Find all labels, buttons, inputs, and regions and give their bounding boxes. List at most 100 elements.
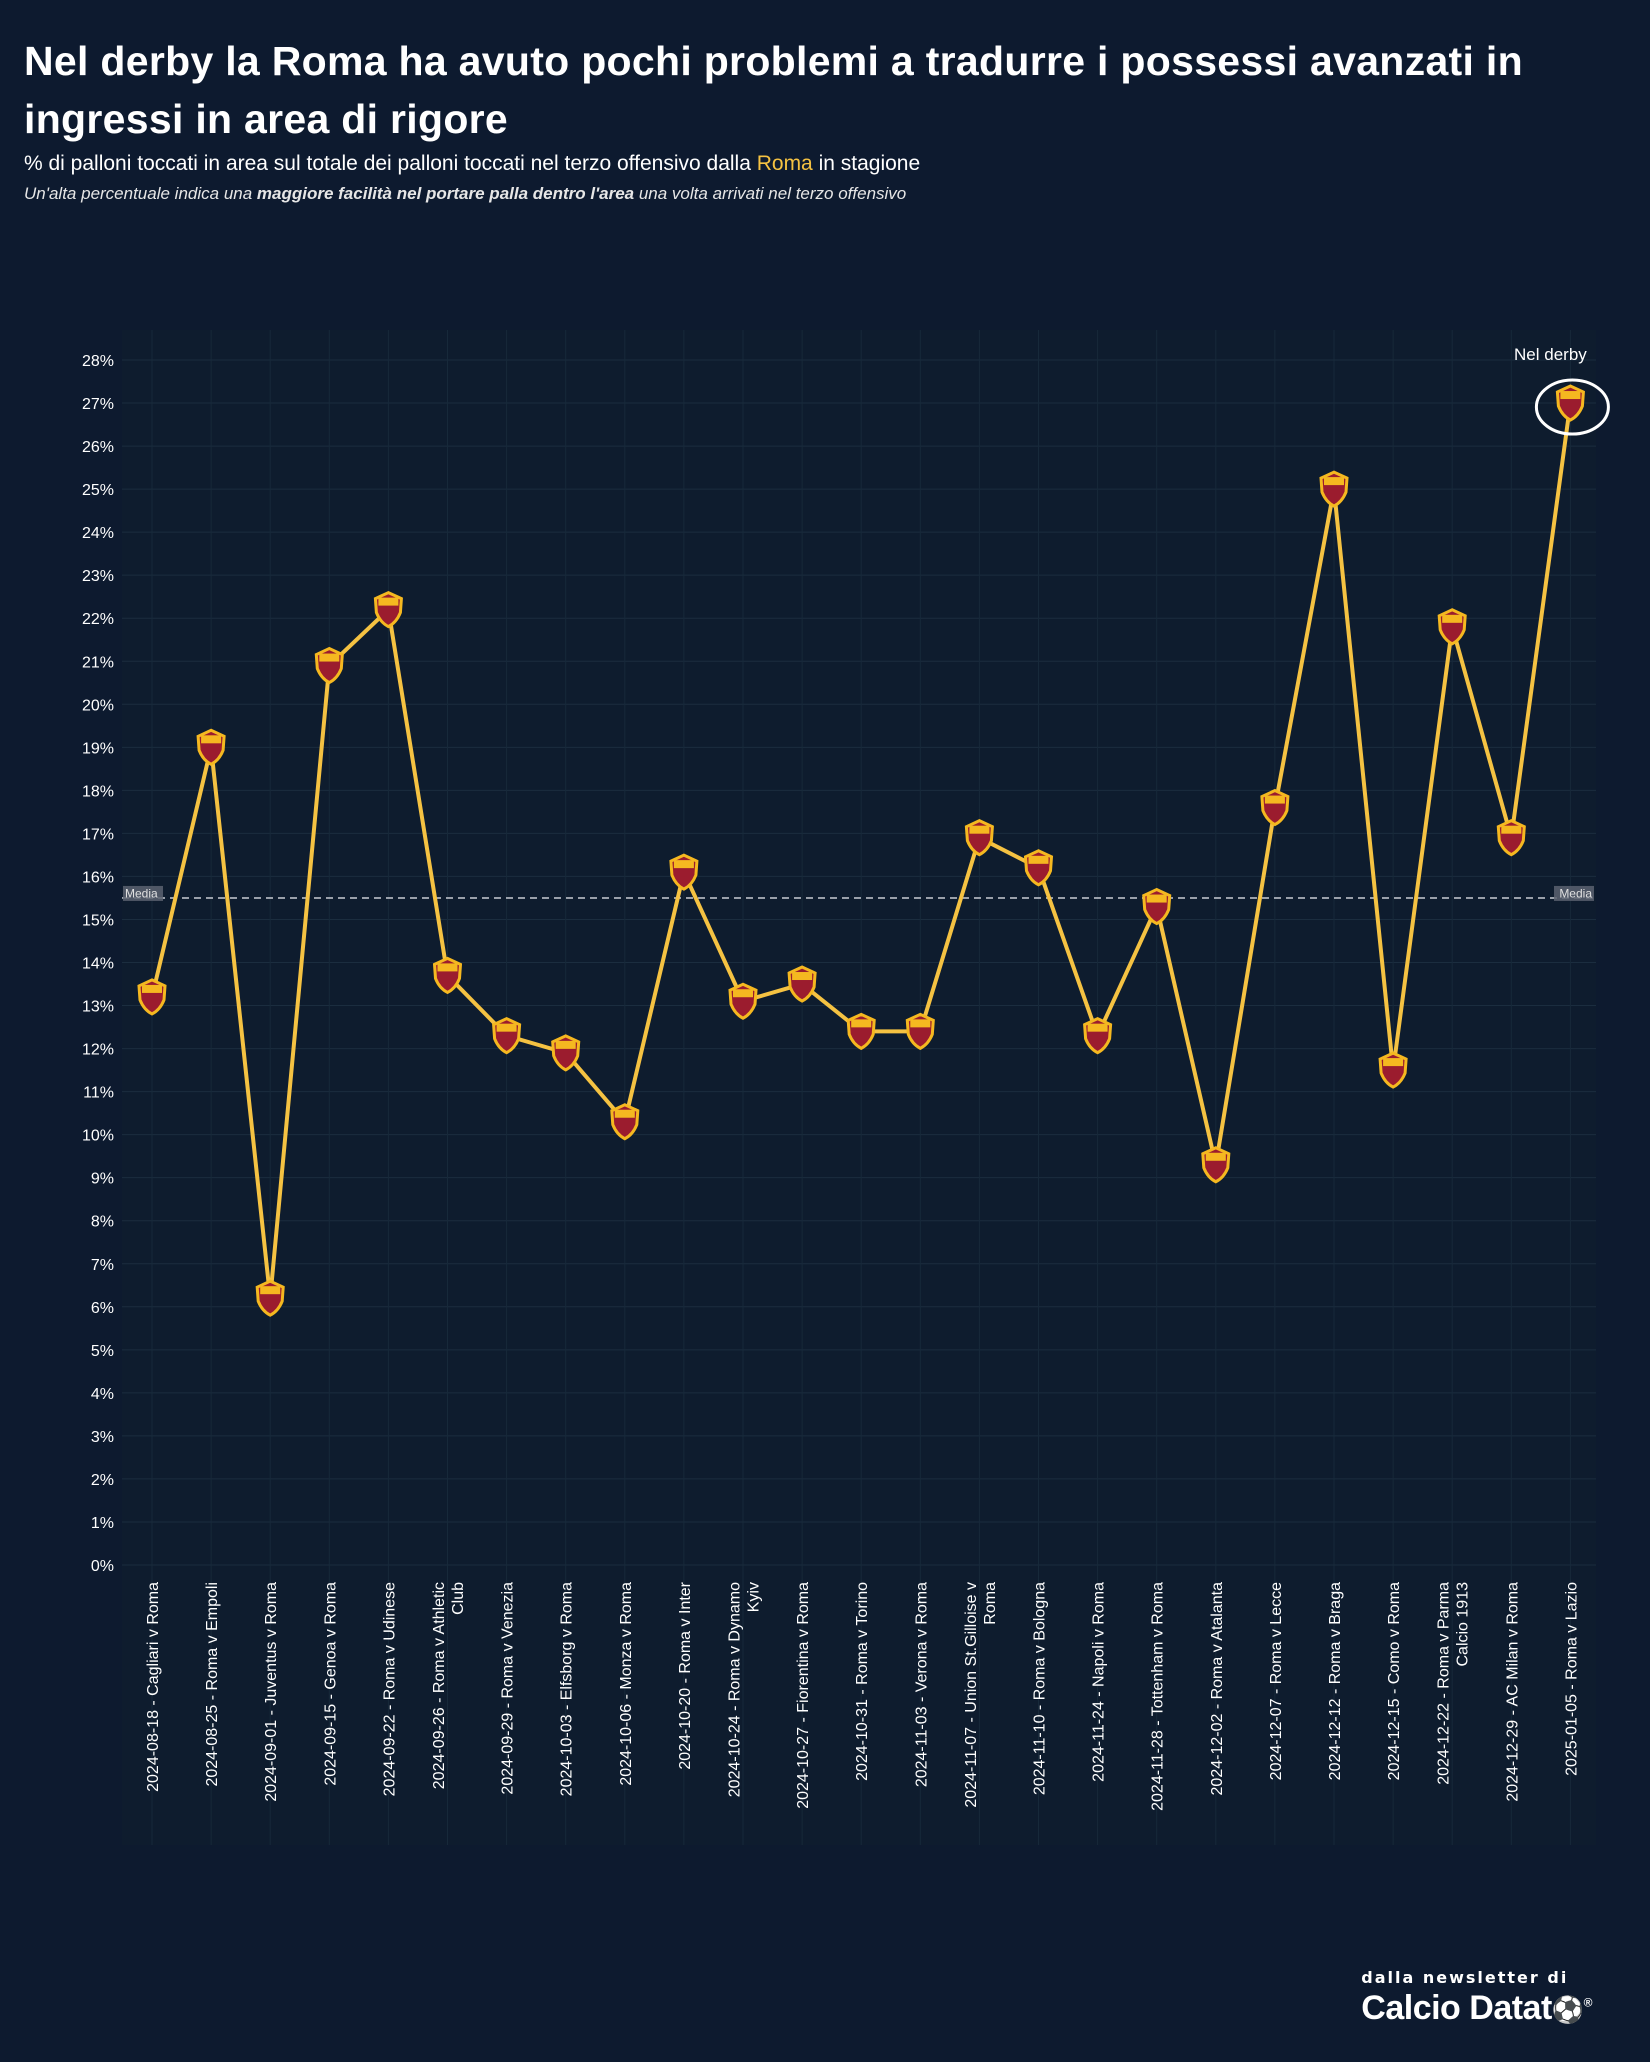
x-tick-label-line: 2025-01-05 - Roma v Lazio [1563, 1582, 1580, 1776]
y-tick-label: 3% [91, 1429, 114, 1446]
y-tick-label: 16% [82, 869, 114, 886]
chart-title: Nel derby la Roma ha avuto pochi problem… [24, 38, 1523, 142]
marker-crest-band [1264, 795, 1285, 804]
y-tick-label: 11% [83, 1085, 114, 1102]
marker-crest-band [496, 1023, 517, 1032]
x-tick-label-line: Roma [982, 1582, 999, 1625]
x-tick-label-line: 2024-09-29 - Roma v Venezia [500, 1582, 517, 1795]
marker-crest-band [319, 653, 340, 662]
marker-crest-band [614, 1109, 635, 1118]
average-label: Media [125, 886, 158, 900]
x-tick-label-line: 2024-10-27 - Fiorentina v Roma [795, 1582, 812, 1809]
chart-note: Un'alta percentuale indica una maggiore … [24, 184, 906, 204]
y-tick-label: 24% [82, 525, 114, 542]
x-tick-label-line: 2024-08-25 - Roma v Empoli [204, 1582, 221, 1787]
x-tick-label-line: 2024-09-22 - Roma v Udinese [381, 1582, 398, 1796]
marker-crest-band [1028, 855, 1049, 864]
marker-crest-band [792, 972, 813, 981]
marker-crest-band [260, 1286, 281, 1295]
marker-crest-band [555, 1040, 576, 1049]
x-tick-label: 2024-10-31 - Roma v Torino [854, 1582, 871, 1781]
x-tick-label: 2024-10-20 - Roma v Inter [677, 1581, 694, 1769]
y-tick-label: 13% [82, 999, 114, 1016]
chart-subtitle: % di palloni toccati in area sul totale … [24, 152, 920, 176]
y-tick-label: 9% [91, 1171, 114, 1188]
y-tick-label: 14% [82, 956, 114, 973]
average-label: Media [1559, 886, 1592, 900]
subtitle-tail: in stagione [812, 152, 921, 175]
y-tick-label: 17% [82, 826, 114, 843]
y-tick-label: 7% [91, 1257, 114, 1274]
x-tick-label-line: 2024-11-10 - Roma v Bologna [1032, 1582, 1049, 1795]
x-tick-label-line: 2024-09-15 - Genoa v Roma [322, 1582, 339, 1786]
x-tick-label: 2024-11-10 - Roma v Bologna [1032, 1582, 1049, 1795]
registered-icon: ® [1583, 1995, 1593, 2010]
x-tick-label: 2024-09-15 - Genoa v Roma [322, 1582, 339, 1786]
y-tick-label: 5% [91, 1343, 114, 1360]
y-tick-label: 18% [82, 783, 114, 800]
x-tick-label: 2024-09-22 - Roma v Udinese [381, 1582, 398, 1796]
y-tick-label: 22% [82, 611, 114, 628]
y-tick-label: 28% [82, 353, 114, 370]
marker-crest-band [1087, 1023, 1108, 1032]
y-tick-label: 4% [91, 1386, 114, 1403]
marker-crest-band [1442, 614, 1463, 623]
plot-area [122, 330, 1596, 1845]
y-tick-label: 6% [91, 1300, 114, 1317]
x-tick-label-line: 2024-12-15 - Como v Roma [1386, 1582, 1403, 1780]
x-tick-label: 2024-12-22 - Roma v Parma Calcio 1913 [1436, 1582, 1472, 1785]
x-tick-label-line: 2024-12-02 - Roma v Atalanta [1209, 1582, 1226, 1796]
marker-crest-band [1146, 894, 1167, 903]
x-tick-label-line: 2024-10-03 - Elfsborg v Roma [559, 1582, 576, 1796]
note-bold-text: maggiore facilità nel portare palla dent… [256, 184, 635, 203]
x-tick-label: 2024-12-12 - Roma v Braga [1327, 1582, 1344, 1780]
x-tick-label-line: 2024-12-07 - Roma v Lecce [1268, 1582, 1285, 1780]
marker-crest-band [673, 860, 694, 869]
x-tick-label-line: 2024-09-01 - Juventus v Roma [263, 1582, 280, 1802]
x-tick-label-line: 2024-11-03 - Verona v Roma [913, 1582, 930, 1787]
marker-crest-band [1324, 477, 1344, 486]
y-tick-label: 27% [82, 396, 114, 413]
marker-crest-band [1383, 1058, 1404, 1067]
marker-crest-band [1501, 825, 1522, 834]
y-tick-label: 19% [82, 740, 114, 757]
brand-logo-text: Calcio Datat⚽® [1361, 1989, 1592, 2028]
x-tick-label-line: Calcio 1913 [1455, 1582, 1472, 1667]
brand-name: Calcio Datat [1361, 1989, 1552, 2027]
x-tick-label-line: Club [450, 1582, 467, 1615]
x-tick-label: 2025-01-05 - Roma v Lazio [1563, 1582, 1580, 1776]
x-tick-label: 2024-09-26 - Roma v Athletic Club [431, 1582, 467, 1789]
x-tick-label: 2024-12-29 - AC Milan v Roma [1504, 1582, 1521, 1802]
x-tick-label: 2024-10-24 - Roma v Dynamo Kyiv [727, 1582, 763, 1797]
x-tick-label: 2024-10-03 - Elfsborg v Roma [559, 1582, 576, 1796]
y-tick-label: 1% [91, 1515, 114, 1532]
subtitle-team-highlight: Roma [756, 152, 813, 175]
x-tick-label: 2024-09-01 - Juventus v Roma [263, 1582, 280, 1802]
y-tick-label: 20% [82, 697, 114, 714]
marker-crest-band [378, 597, 399, 606]
x-tick-label-line: 2024-08-18 - Cagliari v Roma [145, 1582, 162, 1792]
x-tick-label-line: 2024-11-28 - Tottenham v Roma [1150, 1582, 1167, 1811]
x-tick-label-line: 2024-10-24 - Roma v Dynamo [727, 1582, 744, 1797]
x-tick-label: 2024-12-02 - Roma v Atalanta [1209, 1582, 1226, 1796]
marker-crest-band [142, 984, 162, 993]
y-tick-label: 10% [82, 1128, 114, 1145]
subtitle-text: % di palloni toccati in area sul totale … [24, 152, 757, 175]
x-tick-label: 2024-10-27 - Fiorentina v Roma [795, 1582, 812, 1809]
x-tick-label: 2024-11-28 - Tottenham v Roma [1150, 1582, 1167, 1811]
x-tick-label: 2024-11-07 - Union St.Gilloise v Roma [963, 1582, 999, 1808]
x-tick-label-line: 2024-12-22 - Roma v Parma [1436, 1582, 1453, 1785]
y-tick-label: 2% [91, 1472, 114, 1489]
brand-small-text: dalla newsletter di [1361, 1968, 1569, 1987]
y-tick-label: 8% [91, 1214, 114, 1231]
marker-crest-band [437, 963, 458, 972]
note-text: Un'alta percentuale indica una [24, 184, 257, 203]
marker-crest-band [1560, 391, 1581, 400]
x-tick-label: 2024-11-03 - Verona v Roma [913, 1582, 930, 1787]
marker-crest-band [851, 1019, 872, 1028]
note-tail: una volta arrivati nel terzo offensivo [634, 184, 907, 203]
marker-crest-band [969, 825, 990, 834]
x-tick-label-line: 2024-10-20 - Roma v Inter [677, 1581, 694, 1769]
brand-credit: dalla newsletter di Calcio Datat⚽® [1361, 1968, 1592, 2028]
